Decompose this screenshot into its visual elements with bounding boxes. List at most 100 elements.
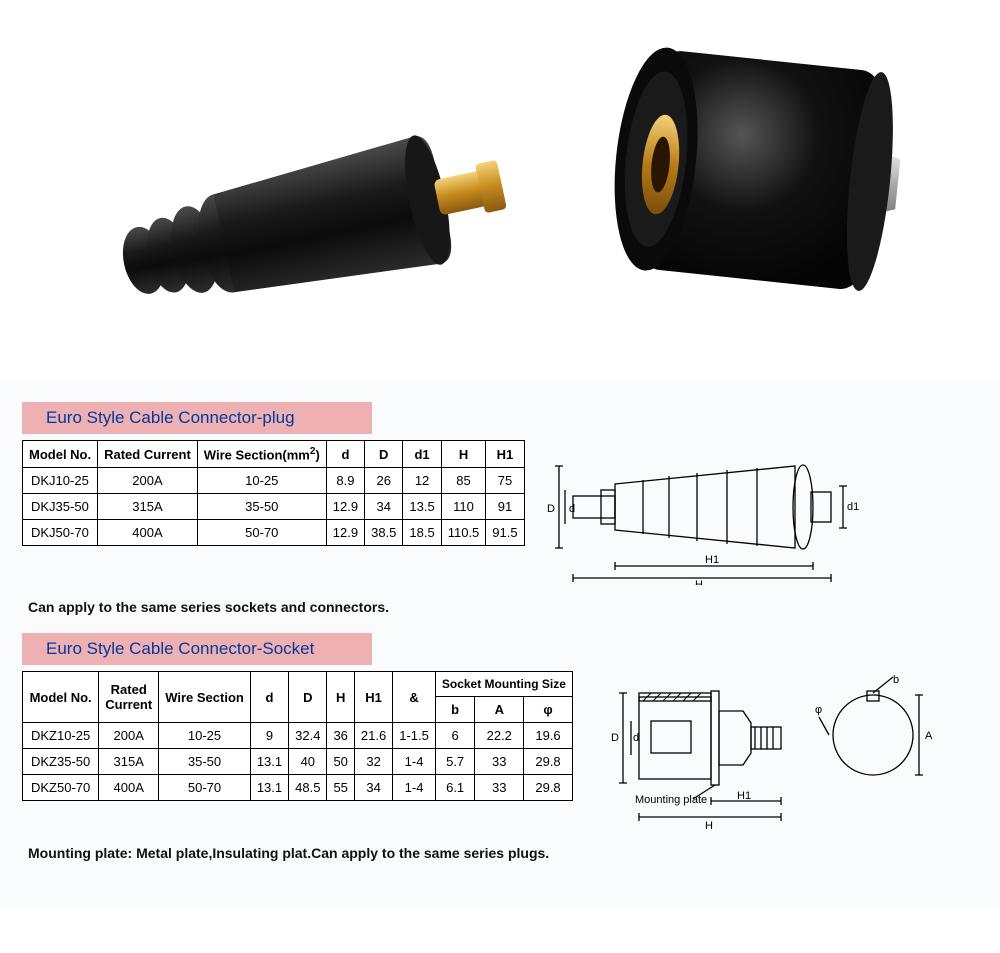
cell: 40: [289, 749, 327, 775]
cell: 200A: [98, 468, 198, 494]
col-d: d: [250, 672, 288, 723]
diagram-label-d1: d1: [847, 501, 859, 513]
plug-diagram: D d d1 H1 H: [545, 440, 865, 585]
cell: 29.8: [524, 775, 573, 801]
table-row: DKZ10-25 200A 10-25 9 32.4 36 21.6 1-1.5…: [23, 723, 573, 749]
col-wire: Wire Section: [159, 672, 251, 723]
cell: 34: [365, 494, 403, 520]
cell: 29.8: [524, 749, 573, 775]
cell: 13.1: [250, 749, 288, 775]
diagram-label-mount: Mounting plate: [635, 794, 707, 806]
cell: 315A: [98, 494, 198, 520]
diagram-label-H1: H1: [737, 790, 751, 802]
cell: 38.5: [365, 520, 403, 546]
plug-note: Can apply to the same series sockets and…: [28, 599, 978, 615]
col-rated: Rated Current: [98, 441, 198, 468]
cell: 10-25: [197, 468, 326, 494]
col-A: A: [475, 697, 524, 723]
cell: 35-50: [197, 494, 326, 520]
cell: DKJ35-50: [23, 494, 98, 520]
col-b: b: [435, 697, 475, 723]
cell: 48.5: [289, 775, 327, 801]
socket-table: Model No. Rated Current Wire Section d D…: [22, 671, 573, 801]
col-wire: Wire Section(mm2): [197, 441, 326, 468]
rated-l2: Current: [105, 697, 152, 712]
socket-spec-row: Model No. Rated Current Wire Section d D…: [22, 671, 978, 831]
cell: 50: [327, 749, 354, 775]
diagram-label-H1: H1: [705, 554, 719, 566]
cell: 32.4: [289, 723, 327, 749]
cell: 26: [365, 468, 403, 494]
plug-spec-row: Model No. Rated Current Wire Section(mm2…: [22, 440, 978, 585]
col-D: D: [365, 441, 403, 468]
cell: DKZ35-50: [23, 749, 99, 775]
table-header-row: Model No. Rated Current Wire Section d D…: [23, 672, 573, 697]
diagram-label-D: D: [611, 732, 619, 744]
cell: 34: [354, 775, 392, 801]
cell: 22.2: [475, 723, 524, 749]
cell: 32: [354, 749, 392, 775]
table-header-row: Model No. Rated Current Wire Section(mm2…: [23, 441, 525, 468]
socket-diagram: D d Mounting plate H1 H φ b A: [593, 671, 943, 831]
diagram-label-H: H: [705, 820, 713, 831]
cell: 19.6: [524, 723, 573, 749]
cell: 9: [250, 723, 288, 749]
cell: 1-4: [393, 775, 436, 801]
diagram-label-H: H: [695, 579, 703, 585]
wire-close: ): [315, 447, 319, 462]
table-row: DKJ50-70 400A 50-70 12.9 38.5 18.5 110.5…: [23, 520, 525, 546]
cell: DKJ10-25: [23, 468, 98, 494]
cell: DKZ10-25: [23, 723, 99, 749]
col-model: Model No.: [23, 441, 98, 468]
cell: 6: [435, 723, 475, 749]
plug-section-title: Euro Style Cable Connector-plug: [22, 402, 372, 434]
cell: 10-25: [159, 723, 251, 749]
diagram-label-D: D: [547, 503, 555, 515]
table-row: DKJ10-25 200A 10-25 8.9 26 12 85 75: [23, 468, 525, 494]
spec-sheet: Euro Style Cable Connector-plug Model No…: [0, 380, 1000, 909]
col-H1: H1: [486, 441, 524, 468]
cell: 12.9: [326, 520, 364, 546]
cell: 50-70: [197, 520, 326, 546]
table-row: DKZ50-70 400A 50-70 13.1 48.5 55 34 1-4 …: [23, 775, 573, 801]
cell: DKZ50-70: [23, 775, 99, 801]
cell: 50-70: [159, 775, 251, 801]
cell: 110: [441, 494, 486, 520]
col-phi: φ: [524, 697, 573, 723]
cell: 1-4: [393, 749, 436, 775]
cell: 33: [475, 749, 524, 775]
cell: 18.5: [403, 520, 441, 546]
col-model: Model No.: [23, 672, 99, 723]
cell: 1-1.5: [393, 723, 436, 749]
col-mount: Socket Mounting Size: [435, 672, 572, 697]
cell: 6.1: [435, 775, 475, 801]
rated-l1: Rated: [111, 682, 147, 697]
col-rated: Rated Current: [99, 672, 159, 723]
col-H1: H1: [354, 672, 392, 723]
socket-photo: [570, 25, 950, 325]
cell: 400A: [98, 520, 198, 546]
cell: 8.9: [326, 468, 364, 494]
diagram-label-d: d: [569, 503, 575, 515]
wire-label: Wire Section(mm: [204, 447, 310, 462]
col-D: D: [289, 672, 327, 723]
cell: DKJ50-70: [23, 520, 98, 546]
cell: 85: [441, 468, 486, 494]
cell: 21.6: [354, 723, 392, 749]
socket-section-title: Euro Style Cable Connector-Socket: [22, 633, 372, 665]
cell: 36: [327, 723, 354, 749]
cell: 12: [403, 468, 441, 494]
diagram-label-d: d: [633, 732, 639, 744]
cell: 35-50: [159, 749, 251, 775]
diagram-label-phi: φ: [815, 704, 822, 716]
plug-table: Model No. Rated Current Wire Section(mm2…: [22, 440, 525, 546]
table-row: DKJ35-50 315A 35-50 12.9 34 13.5 110 91: [23, 494, 525, 520]
col-d: d: [326, 441, 364, 468]
cell: 315A: [99, 749, 159, 775]
cell: 12.9: [326, 494, 364, 520]
col-H: H: [327, 672, 354, 723]
cell: 5.7: [435, 749, 475, 775]
diagram-label-b: b: [893, 674, 899, 686]
col-H: H: [441, 441, 486, 468]
cell: 91: [486, 494, 524, 520]
